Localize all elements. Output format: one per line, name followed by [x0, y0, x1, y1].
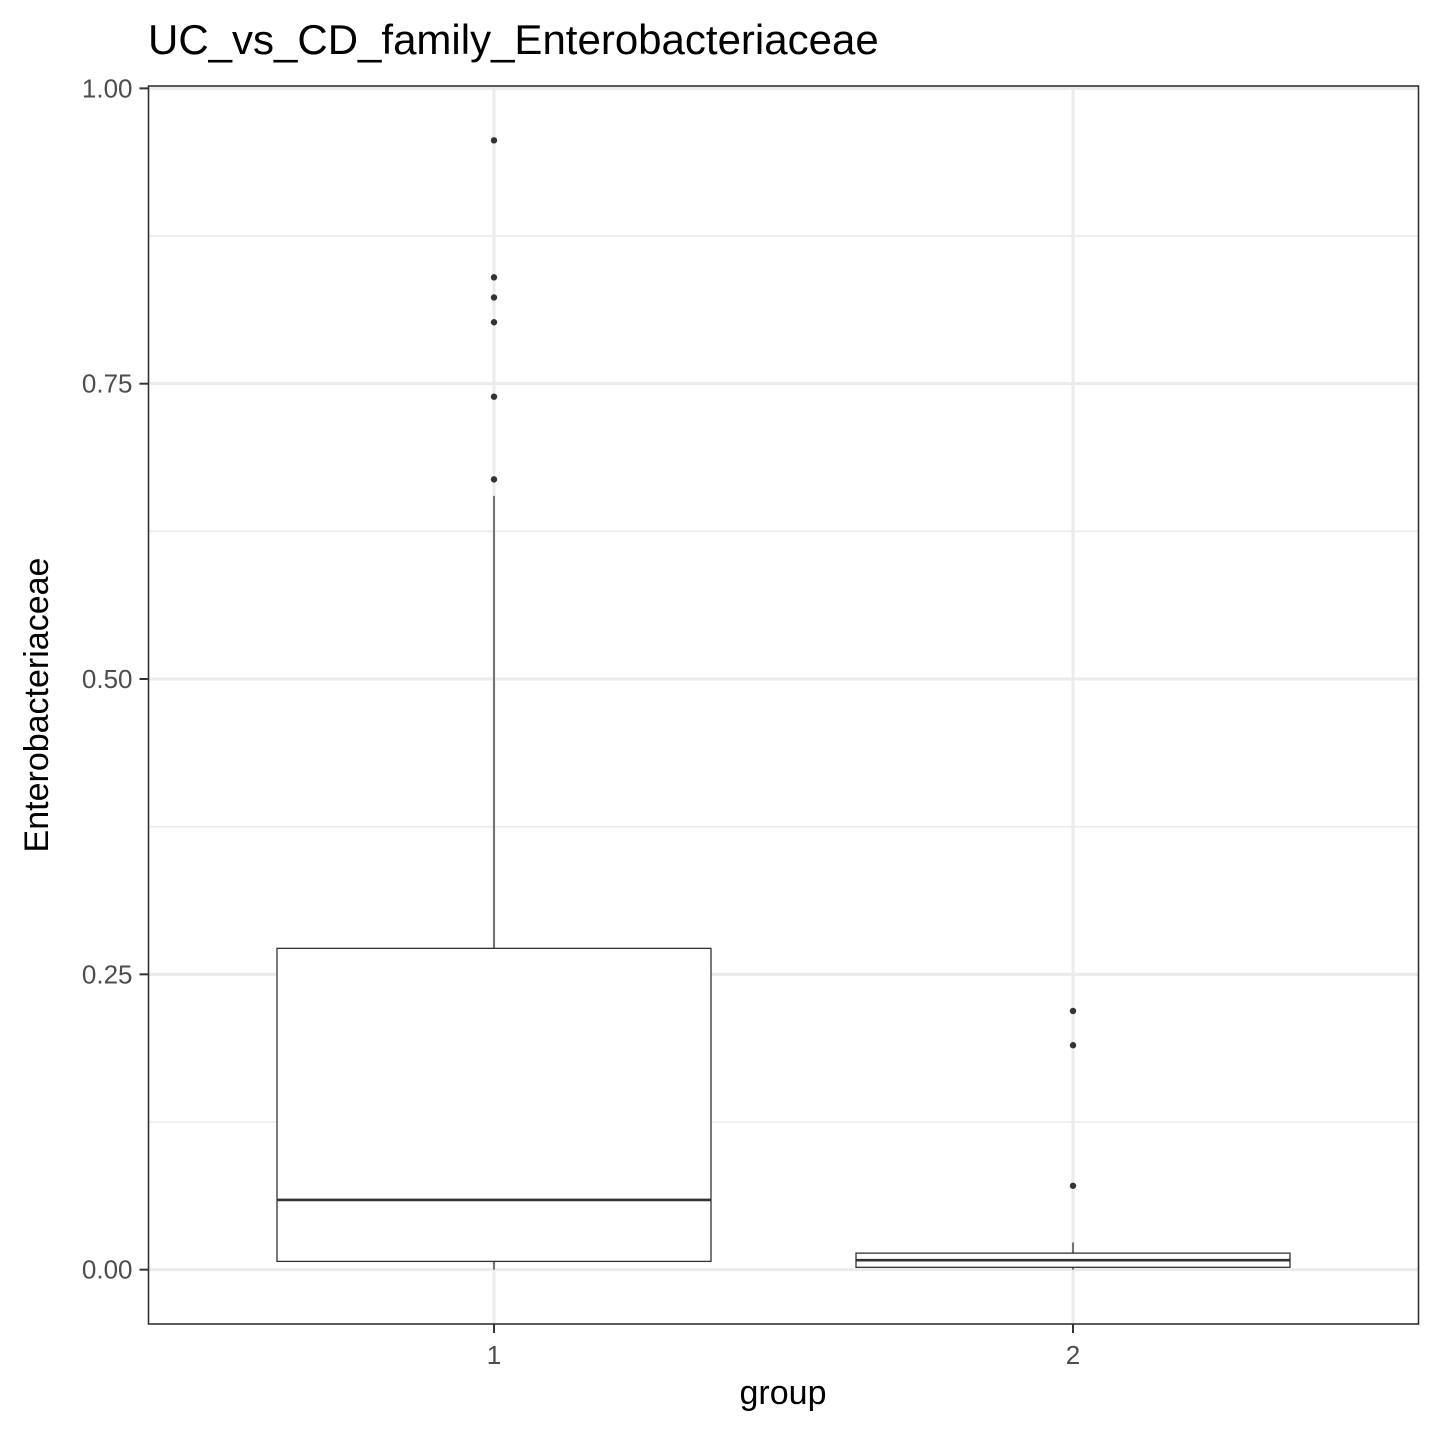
- x-axis-title: group: [740, 1374, 827, 1412]
- outlier-point: [1069, 1007, 1077, 1015]
- outlier-point: [490, 294, 498, 301]
- axis-ticks: 0.00 0.25 0.50 0.75 1.00 1 2: [82, 73, 1080, 1370]
- y-tick-label: 0.25: [82, 959, 133, 989]
- box-group-2: [855, 1007, 1291, 1270]
- y-tick-label: 0.75: [82, 369, 133, 399]
- y-axis-title: Enterobacteriaceae: [18, 558, 56, 853]
- outlier-point: [1069, 1042, 1077, 1049]
- plot-panel-border: [147, 85, 1420, 1325]
- outlier-point: [490, 137, 498, 144]
- x-tick-label: 2: [1066, 1340, 1080, 1370]
- boxes-layer: [276, 137, 1291, 1270]
- box-iqr: [276, 947, 712, 1263]
- y-tick-label: 1.00: [82, 73, 133, 103]
- outlier-point: [490, 274, 498, 281]
- box-group-1: [276, 137, 712, 1270]
- outlier-point: [490, 319, 498, 326]
- x-tick-label: 1: [487, 1340, 501, 1370]
- y-tick-label: 0.50: [82, 664, 133, 694]
- chart-title: UC_vs_CD_family_Enterobacteriaceae: [148, 16, 879, 63]
- outlier-point: [490, 393, 498, 400]
- y-tick-label: 0.00: [82, 1255, 133, 1285]
- outlier-point: [490, 476, 498, 483]
- outlier-point: [1069, 1182, 1077, 1189]
